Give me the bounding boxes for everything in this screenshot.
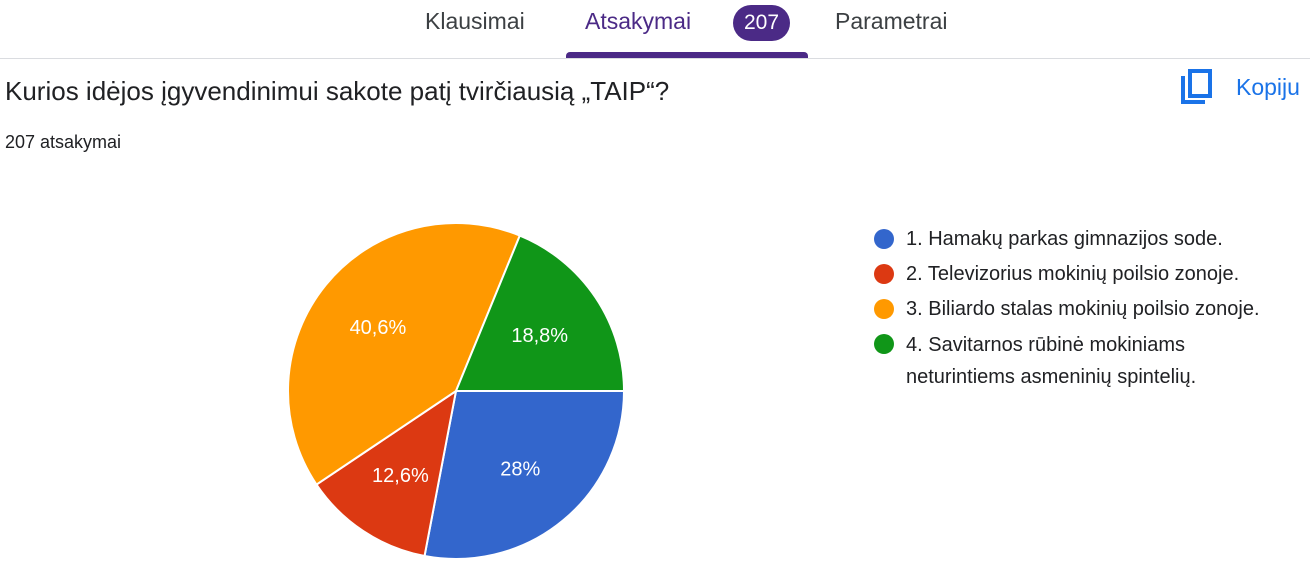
slice-label-1: 28% [500,459,540,481]
question-title: Kurios idėjos įgyvendinimui sakote patį … [5,76,670,106]
active-tab-indicator [566,52,808,58]
slice-label-2: 12,6% [372,465,429,487]
legend-label: 1. Hamakų parkas gimnazijos sode. [906,228,1223,250]
legend-color-dot [874,299,894,319]
legend-item[interactable]: 1. Hamakų parkas gimnazijos sode. [872,222,1260,257]
response-count-badge: 207 [733,5,790,41]
legend-color-dot [874,334,894,354]
copy-button[interactable]: Kopiju [1180,68,1300,106]
copy-icon [1181,69,1212,104]
tab-parametrai[interactable]: Parametrai [835,8,948,34]
legend-label: 4. Savitarnos rūbinė mokiniams neturinti… [906,334,1197,388]
pie-chart: 28% 12,6% 40,6% 18,8% [287,222,626,560]
pie-slice-3[interactable] [287,222,522,486]
divider [0,58,1310,59]
legend-item[interactable]: 4. Savitarnos rūbinė mokiniams neturinti… [872,327,1260,393]
response-count: 207 atsakymai [5,132,122,152]
pie-slice-2[interactable] [315,388,458,558]
pie-slice-1[interactable] [423,390,626,560]
legend-color-dot [874,229,894,249]
chart-legend: 1. Hamakų parkas gimnazijos sode. 2. Tele… [872,222,1260,393]
tab-klausimai[interactable]: Klausimai [425,8,525,34]
legend-label: 3. Biliardo stalas mokinių poilsio zonoj… [906,298,1260,320]
slice-label-4: 18,8% [511,325,568,347]
pie-slice-4[interactable] [454,234,626,392]
legend-item[interactable]: 3. Biliardo stalas mokinių poilsio zonoj… [872,292,1260,327]
legend-color-dot [874,264,894,284]
legend-item[interactable]: 2. Televizorius mokinių poilsio zonoje. [872,257,1260,292]
slice-label-3: 40,6% [350,317,407,339]
copy-label: Kopiju [1236,73,1300,100]
legend-label: 2. Televizorius mokinių poilsio zonoje. [906,263,1240,285]
tab-atsakymai[interactable]: Atsakymai [585,8,692,34]
